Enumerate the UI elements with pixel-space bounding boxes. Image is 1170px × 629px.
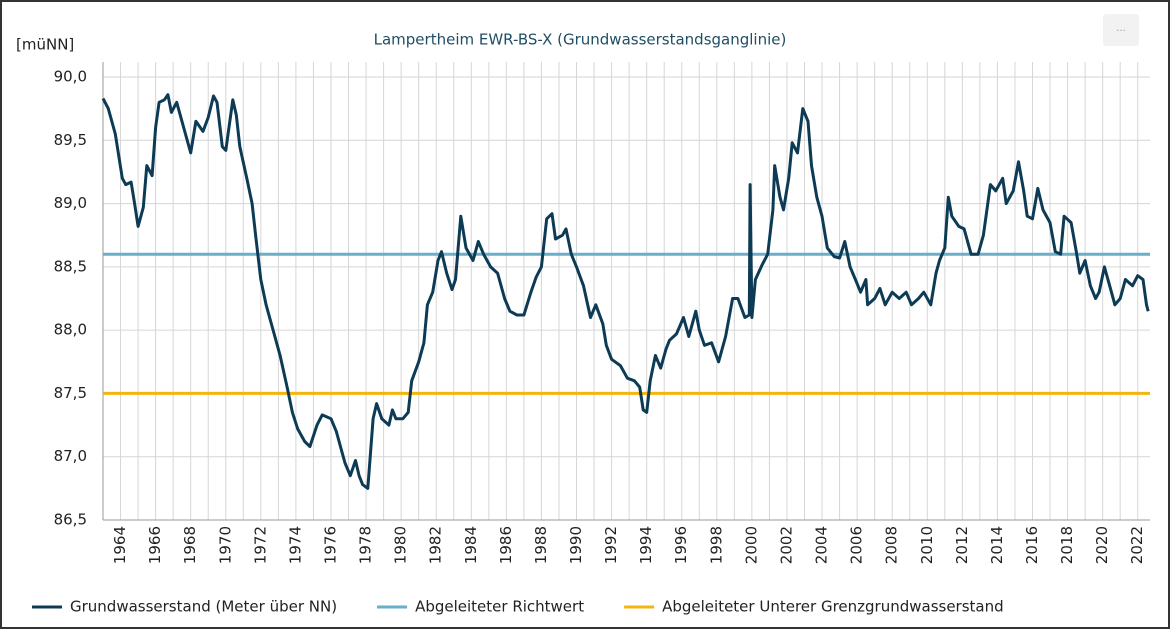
y-tick-label: 89,0: [54, 194, 87, 212]
x-tick-label: 2012: [953, 526, 971, 564]
x-tick-label: 2008: [883, 526, 901, 564]
x-tick-label: 1998: [707, 526, 725, 564]
legend-label: Grundwasserstand (Meter über NN): [70, 598, 337, 616]
x-tick-label: 1996: [672, 526, 690, 564]
x-tick-label: 1984: [462, 526, 480, 564]
menu-button-label[interactable]: ...: [1116, 23, 1126, 34]
chart-title: Lampertheim EWR-BS-X (Grundwasserstandsg…: [374, 31, 787, 49]
x-tick-label: 1964: [111, 526, 129, 564]
x-tick-label: 2000: [742, 526, 760, 564]
x-tick-label: 1976: [321, 526, 339, 564]
x-tick-label: 1980: [392, 526, 410, 564]
x-tick-label: 1978: [357, 526, 375, 564]
x-tick-label: 1988: [532, 526, 550, 564]
y-tick-label: 89,5: [54, 131, 87, 149]
x-tick-label: 1986: [497, 526, 515, 564]
x-tick-label: 1966: [146, 526, 164, 564]
x-tick-label: 2016: [1023, 526, 1041, 564]
x-tick-label: 2002: [777, 526, 795, 564]
x-tick-label: 2014: [988, 526, 1006, 564]
x-tick-label: 2018: [1058, 526, 1076, 564]
x-tick-label: 1982: [427, 526, 445, 564]
y-axis-label: [müNN]: [16, 36, 74, 54]
x-tick-label: 2010: [918, 526, 936, 564]
x-tick-label: 1968: [181, 526, 199, 564]
y-tick-label: 88,5: [54, 257, 87, 275]
y-tick-label: 88,0: [54, 321, 87, 339]
y-tick-label: 87,5: [54, 384, 87, 402]
legend-label: Abgeleiteter Richtwert: [415, 598, 584, 616]
series-line: [101, 93, 1150, 490]
x-tick-label: 1970: [216, 526, 234, 564]
y-tick-label: 86,5: [54, 511, 87, 529]
x-tick-label: 1974: [286, 526, 304, 564]
menu-button[interactable]: ...: [1103, 14, 1139, 46]
x-tick-label: 1990: [567, 526, 585, 564]
y-tick-label: 90,0: [54, 68, 87, 86]
menu-button-bg[interactable]: [1103, 14, 1139, 46]
x-tick-label: 1992: [602, 526, 620, 564]
x-tick-label: 2006: [848, 526, 866, 564]
x-tick-label: 1972: [251, 526, 269, 564]
legend-label: Abgeleiteter Unterer Grenzgrundwassersta…: [662, 598, 1004, 616]
x-tick-label: 1994: [637, 526, 655, 564]
x-tick-label: 2004: [813, 526, 831, 564]
x-tick-label: 2020: [1093, 526, 1111, 564]
y-tick-label: 87,0: [54, 447, 87, 465]
x-tick-label: 2022: [1128, 526, 1146, 564]
